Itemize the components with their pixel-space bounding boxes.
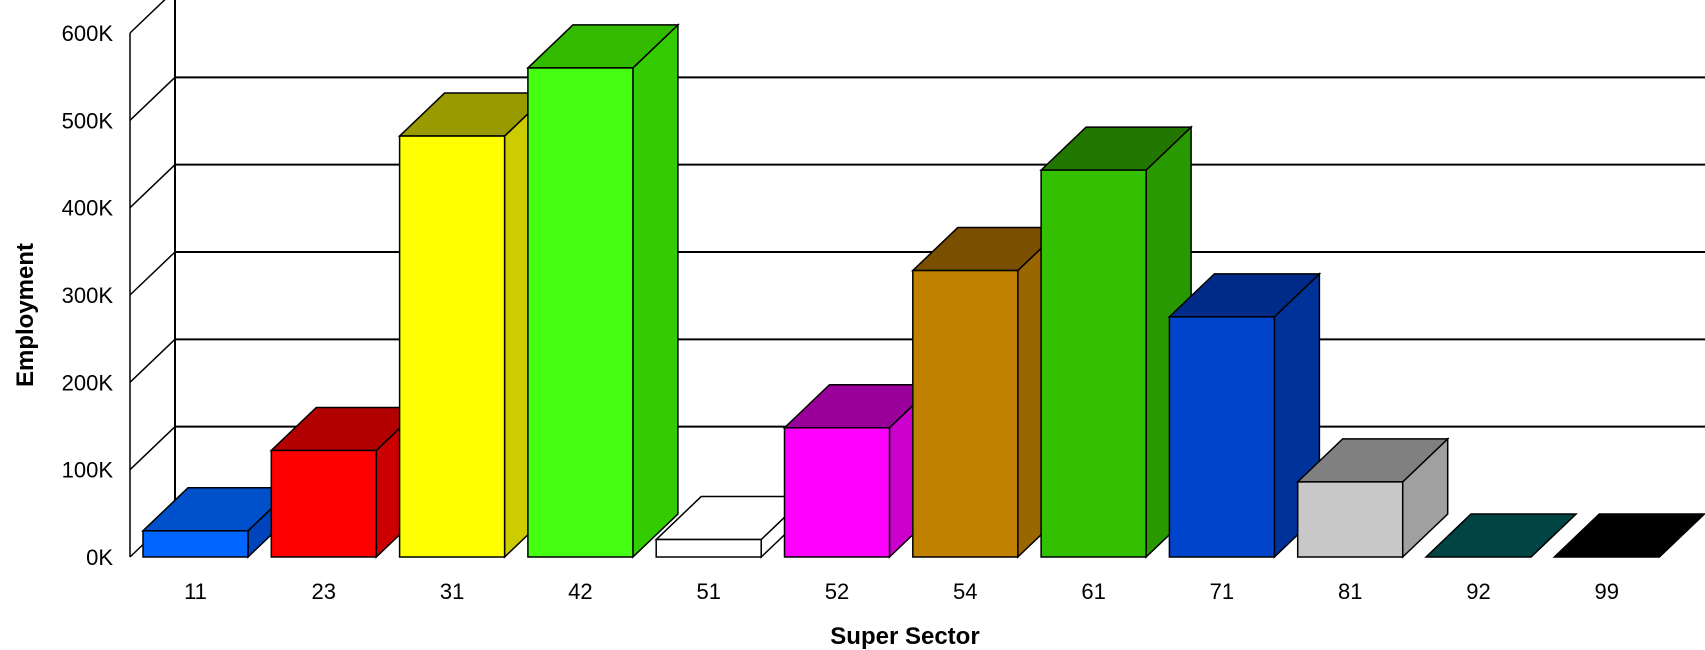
x-tick-label: 54 xyxy=(953,579,977,604)
bar-71 xyxy=(1167,272,1322,559)
bar-front-face xyxy=(142,530,249,558)
x-tick-label: 99 xyxy=(1595,579,1619,604)
bar-52 xyxy=(782,382,937,559)
bar-31 xyxy=(397,91,552,559)
bar-front-face xyxy=(1168,316,1276,558)
y-tick-label: 600K xyxy=(62,21,114,46)
wall-diagonal xyxy=(129,164,176,209)
wall-diagonal xyxy=(129,426,176,471)
bar-99 xyxy=(1552,513,1705,558)
bar-front-face xyxy=(527,67,634,558)
bar-23 xyxy=(269,405,424,559)
x-tick-label: 81 xyxy=(1338,579,1362,604)
bar-top-face xyxy=(1424,513,1578,558)
bar-front-face xyxy=(783,426,891,558)
x-tick-label: 51 xyxy=(696,579,720,604)
bar-front-face xyxy=(1296,481,1404,558)
y-tick-label: 100K xyxy=(62,458,114,483)
y-tick-label: 500K xyxy=(62,108,114,133)
bar-92 xyxy=(1424,513,1578,558)
y-axis-title: Employment xyxy=(12,243,39,387)
bar-11 xyxy=(141,486,295,559)
y-tick-label: 300K xyxy=(62,283,114,308)
bar-61 xyxy=(1039,125,1193,559)
wall-diagonal xyxy=(129,338,176,383)
bar-front-face xyxy=(1040,169,1147,558)
bar-51 xyxy=(654,494,809,559)
bar-54 xyxy=(910,225,1065,559)
x-tick-label: 11 xyxy=(184,579,207,604)
x-tick-label: 52 xyxy=(825,579,849,604)
bar-front-face xyxy=(655,538,762,558)
bar-front-face xyxy=(912,269,1019,558)
wall-diagonal xyxy=(129,0,166,34)
bar-front-face xyxy=(270,449,378,558)
bar-top-face xyxy=(1552,513,1705,558)
bar-81 xyxy=(1295,437,1450,559)
y-tick-label: 0K xyxy=(86,545,113,570)
bar-42 xyxy=(526,23,680,559)
x-axis-title: Super Sector xyxy=(830,623,979,650)
bar-side-face xyxy=(632,23,679,559)
x-axis-ticks: 11 23 31 42 51 52 54 61 71 81 92 99 xyxy=(184,579,1619,604)
x-tick-label: 71 xyxy=(1210,579,1234,604)
x-tick-label: 92 xyxy=(1466,579,1490,604)
x-tick-label: 61 xyxy=(1081,579,1105,604)
x-tick-label: 31 xyxy=(440,579,464,604)
y-tick-label: 400K xyxy=(62,196,114,221)
y-axis-ticks: 0K 100K 200K 300K 400K 500K 600K xyxy=(62,21,114,570)
bars xyxy=(141,23,1705,559)
wall-diagonal xyxy=(129,76,176,121)
bar-front-face xyxy=(398,135,506,558)
x-tick-label: 23 xyxy=(312,579,336,604)
wall-diagonal xyxy=(129,251,176,296)
x-tick-label: 42 xyxy=(568,579,592,604)
y-tick-label: 200K xyxy=(62,370,114,395)
